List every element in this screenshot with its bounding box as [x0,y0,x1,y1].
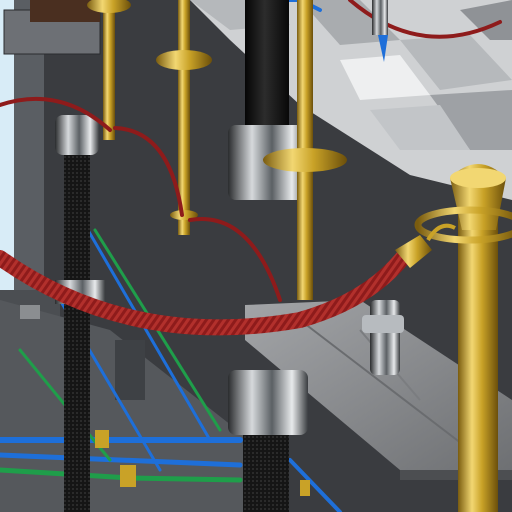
black-column-left [55,115,105,512]
velvet-ropes [0,0,502,336]
brass-stanchion-top-left [87,0,131,140]
brass-stanchion-right [414,164,512,512]
black-column-bottom [228,370,308,512]
rope-hook-icon [395,223,456,268]
stanchion-cap-icon [372,0,388,62]
brass-clamp-icon [362,300,404,375]
brass-connectors [95,430,310,496]
brass-stanchion-center [263,0,347,300]
